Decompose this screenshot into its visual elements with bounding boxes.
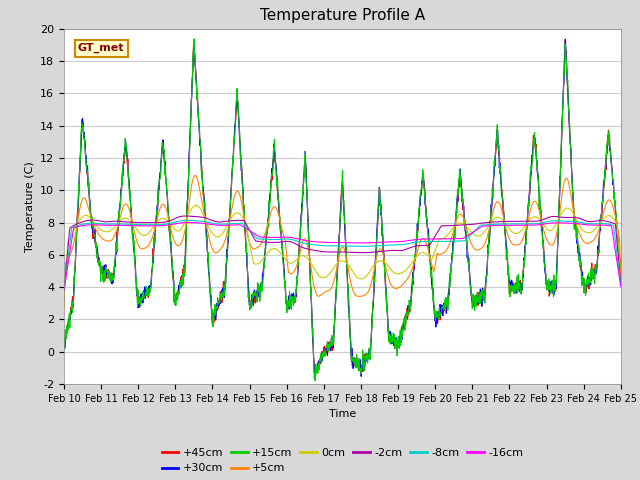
Line: +5cm: +5cm [64, 175, 621, 308]
+45cm [561, 36, 569, 42]
-8cm [246, 228, 254, 234]
+15cm [311, 378, 319, 384]
0cm [170, 226, 178, 232]
-2cm [246, 229, 254, 235]
Line: -2cm: -2cm [64, 216, 621, 291]
+45cm [184, 189, 191, 195]
-2cm [617, 281, 625, 287]
+5cm [429, 267, 437, 273]
+45cm [502, 243, 509, 249]
+30cm [357, 373, 365, 379]
-8cm [183, 217, 191, 223]
+15cm [60, 347, 68, 352]
-2cm [170, 216, 178, 222]
+45cm [170, 291, 178, 297]
+15cm [190, 36, 198, 42]
+30cm [502, 237, 509, 242]
+30cm [551, 281, 559, 287]
+15cm [246, 301, 254, 307]
-16cm [551, 220, 559, 226]
+45cm [246, 305, 254, 311]
-8cm [551, 218, 559, 224]
+5cm [551, 237, 559, 243]
-2cm [502, 218, 509, 224]
+5cm [617, 281, 625, 287]
+30cm [429, 289, 437, 295]
+15cm [502, 256, 510, 262]
+5cm [191, 172, 199, 178]
0cm [551, 223, 559, 228]
+45cm [551, 281, 559, 287]
-16cm [502, 222, 509, 228]
+30cm [617, 270, 625, 276]
-8cm [184, 217, 192, 223]
+15cm [170, 284, 178, 289]
-8cm [617, 283, 625, 288]
-16cm [170, 221, 178, 227]
-8cm [170, 219, 178, 225]
-2cm [181, 213, 189, 219]
0cm [193, 203, 200, 208]
-2cm [429, 237, 437, 242]
0cm [617, 282, 625, 288]
+15cm [184, 197, 191, 203]
+30cm [60, 344, 68, 349]
+30cm [184, 190, 191, 196]
Line: 0cm: 0cm [64, 205, 621, 298]
X-axis label: Time: Time [329, 409, 356, 419]
+45cm [60, 340, 68, 346]
+45cm [429, 291, 437, 297]
+15cm [429, 292, 437, 298]
Line: +15cm: +15cm [64, 39, 621, 381]
0cm [502, 221, 509, 227]
Line: -16cm: -16cm [64, 223, 621, 290]
0cm [184, 213, 191, 218]
-16cm [617, 284, 625, 289]
+5cm [60, 305, 68, 311]
Line: +45cm: +45cm [64, 39, 621, 378]
+30cm [170, 291, 178, 297]
+15cm [617, 269, 625, 275]
-2cm [184, 213, 192, 219]
-8cm [429, 239, 437, 244]
Legend: +45cm, +30cm, +15cm, +5cm, 0cm, -2cm, -8cm, -16cm: +45cm, +30cm, +15cm, +5cm, 0cm, -2cm, -8… [157, 444, 528, 478]
0cm [246, 245, 254, 251]
+30cm [246, 299, 254, 305]
-16cm [184, 220, 191, 226]
Line: +30cm: +30cm [64, 39, 621, 376]
-16cm [184, 220, 192, 226]
-8cm [502, 221, 509, 227]
Line: -8cm: -8cm [64, 220, 621, 290]
+5cm [170, 238, 178, 244]
-16cm [60, 288, 68, 293]
Text: GT_met: GT_met [78, 43, 124, 53]
+45cm [617, 272, 625, 278]
-2cm [60, 288, 68, 294]
+30cm [562, 36, 570, 42]
+15cm [552, 287, 559, 292]
0cm [429, 253, 437, 259]
Y-axis label: Temperature (C): Temperature (C) [24, 161, 35, 252]
-8cm [60, 288, 68, 293]
+5cm [502, 225, 509, 231]
0cm [60, 295, 68, 301]
-16cm [429, 236, 437, 242]
+5cm [184, 210, 191, 216]
-16cm [246, 228, 254, 234]
+5cm [246, 242, 254, 248]
-2cm [551, 214, 559, 219]
Title: Temperature Profile A: Temperature Profile A [260, 9, 425, 24]
+45cm [310, 375, 318, 381]
